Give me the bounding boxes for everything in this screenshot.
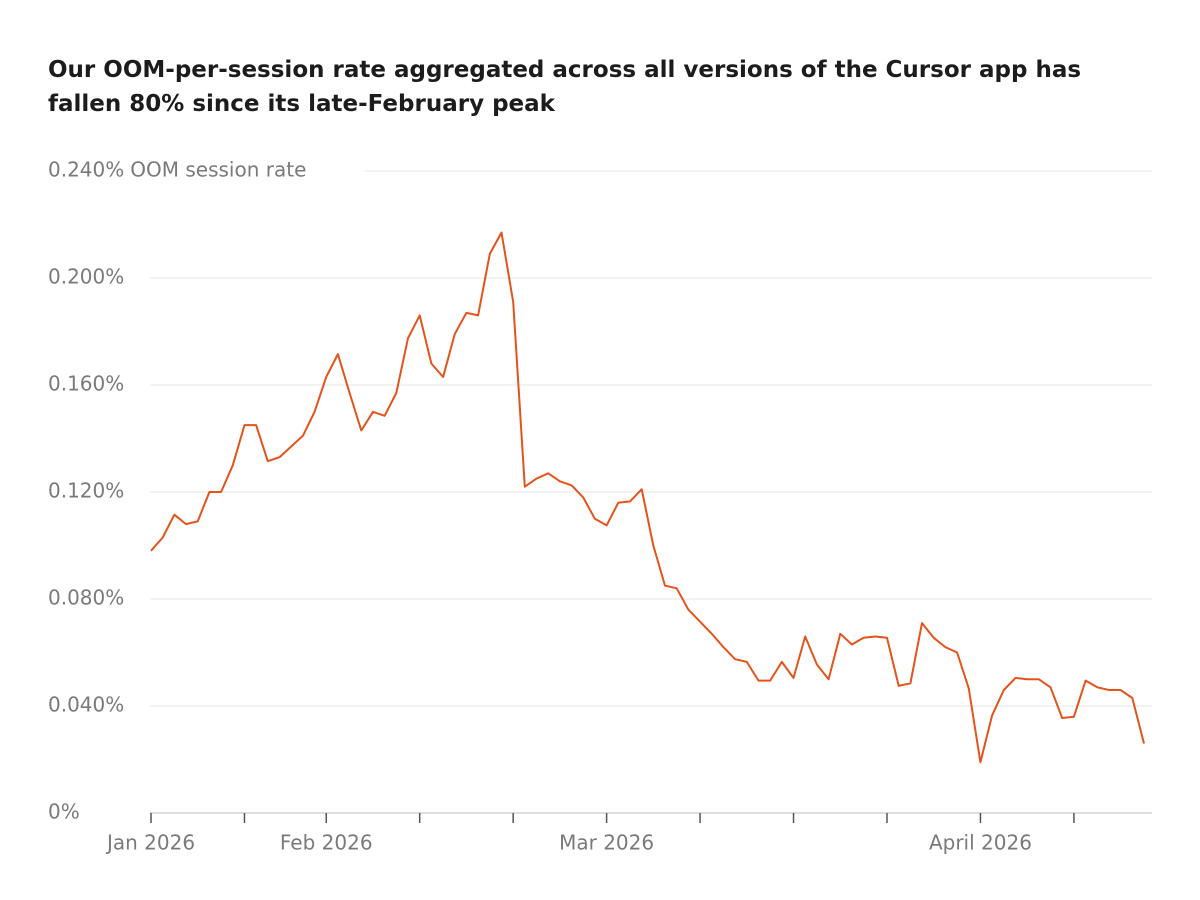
- y-tick-label: 0.240%: [48, 158, 124, 182]
- data-line: [150, 231, 1145, 764]
- y-tick-label: 0.040%: [48, 693, 124, 717]
- x-tick-label: Jan 2026: [105, 831, 195, 855]
- x-tick-label: Feb 2026: [280, 831, 373, 855]
- y-tick-label: 0.200%: [48, 265, 124, 289]
- x-tick-label: April 2026: [929, 831, 1032, 855]
- x-tick-label: Mar 2026: [559, 831, 654, 855]
- y-tick-label: 0.120%: [48, 479, 124, 503]
- y-tick-label: 0.160%: [48, 372, 124, 396]
- y-tick-label: 0%: [48, 800, 80, 824]
- chart-title: Our OOM-per-session rate aggregated acro…: [48, 57, 1081, 117]
- y-axis-label: OOM session rate: [130, 158, 306, 182]
- y-tick-label: 0.080%: [48, 586, 124, 610]
